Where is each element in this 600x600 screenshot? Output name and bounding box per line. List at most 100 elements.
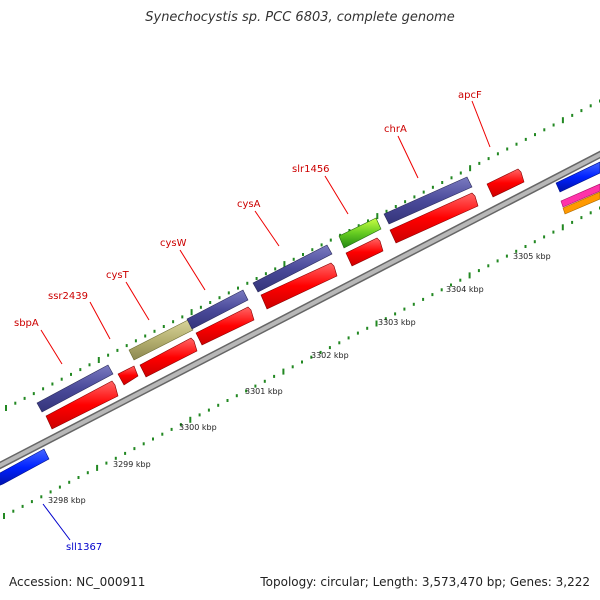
gene-navy [36,364,114,413]
tick-minor [116,348,119,352]
tick-minor [199,305,202,309]
tick-minor [450,176,453,180]
tick-minor [105,461,108,465]
tick-minor [524,137,527,141]
gene-label-cysA: cysA [237,199,261,210]
tick-minor [237,286,239,290]
forward-genes [36,161,600,413]
tick-minor [328,346,331,350]
tick-minor [274,267,277,271]
tick-major [96,464,99,471]
tick-minor [450,283,452,287]
tick-minor [114,456,117,460]
tick-minor [589,104,592,108]
tick-minor [356,331,359,335]
tick-minor [181,315,184,319]
tick-minor [21,504,24,508]
tick-minor [589,211,592,215]
scale-label: 3298 kbp [48,496,86,505]
tick-minor [580,109,583,113]
tick-major [282,368,285,375]
tick-minor [68,480,71,484]
tick-minor [70,372,72,376]
tick-minor [170,427,173,431]
tick-minor [30,500,33,504]
tick-minor [412,302,415,306]
tick-major [283,261,286,268]
gene-red [345,237,384,267]
tick-minor [161,432,164,436]
tick-minor [487,264,490,268]
gene-label-slr1456: slr1456 [292,164,330,175]
tick-minor [32,392,35,396]
tick-minor [477,269,480,273]
tick-minor [348,229,351,232]
tick-minor [431,185,434,189]
gene-label-cysW: cysW [160,238,187,249]
tick-major [97,357,100,363]
scale-label: 3305 kbp [513,252,551,261]
tick-minor [58,485,61,489]
scale-label: 3303 kbp [378,318,416,327]
tick-minor [515,142,518,146]
tick-minor [172,320,175,324]
gene-blue-lower [0,448,50,486]
tick-minor [134,339,137,343]
gene-khaki [128,319,194,361]
tick-minor [459,278,462,282]
tick-minor [86,471,89,475]
tick-major [5,405,7,411]
tick-minor [413,195,416,199]
tick-minor [40,495,43,499]
tick-minor [79,368,82,372]
tick-minor [235,394,238,398]
tick-minor [571,220,574,224]
backbone [0,150,600,470]
tick-tracks [3,99,600,519]
gene-blue [555,161,600,193]
tick-minor [543,128,546,132]
tick-minor [459,171,462,175]
tick-major [376,213,379,220]
tick-minor [77,476,80,479]
tick-minor [133,447,136,451]
tick-minor [534,133,536,137]
tick-minor [51,382,54,386]
scale-label: 3304 kbp [446,285,484,294]
tick-minor [125,344,128,348]
gene-labels: sbpA ssr2439 cysT cysW cysA slr1456 chrA… [14,90,482,553]
gene-navy [186,289,249,330]
tick-minor [329,238,332,242]
tick-minor [302,253,304,256]
tick-minor [124,451,127,455]
page-title: Synechocystis sp. PCC 6803, complete gen… [145,10,455,25]
tick-minor [255,277,258,280]
tick-minor [367,219,369,223]
tick-minor [23,396,26,400]
callout-lines [40,100,491,541]
tick-minor [179,423,182,427]
tick-minor [357,224,360,228]
gene-red [45,380,119,430]
tick-major [189,416,192,423]
gene-label-apcF: apcF [458,90,482,101]
tick-minor [162,325,165,328]
tick-minor [217,403,220,407]
tick-minor [505,254,508,258]
tick-minor [543,235,546,239]
tick-major [469,165,472,172]
tick-minor [403,307,406,311]
tick-minor [580,216,583,220]
gene-magenta [560,183,600,208]
gene-label-sll1367: sll1367 [66,542,102,553]
tick-minor [301,360,303,364]
scale-label: 3302 kbp [311,351,349,360]
tick-minor [496,152,499,156]
scale-label: 3301 kbp [245,387,283,396]
tick-minor [42,387,45,391]
tick-minor [14,401,17,405]
gene-red [260,262,338,310]
tick-minor [496,259,499,263]
tick-minor [385,209,388,213]
tick-minor [152,437,154,441]
